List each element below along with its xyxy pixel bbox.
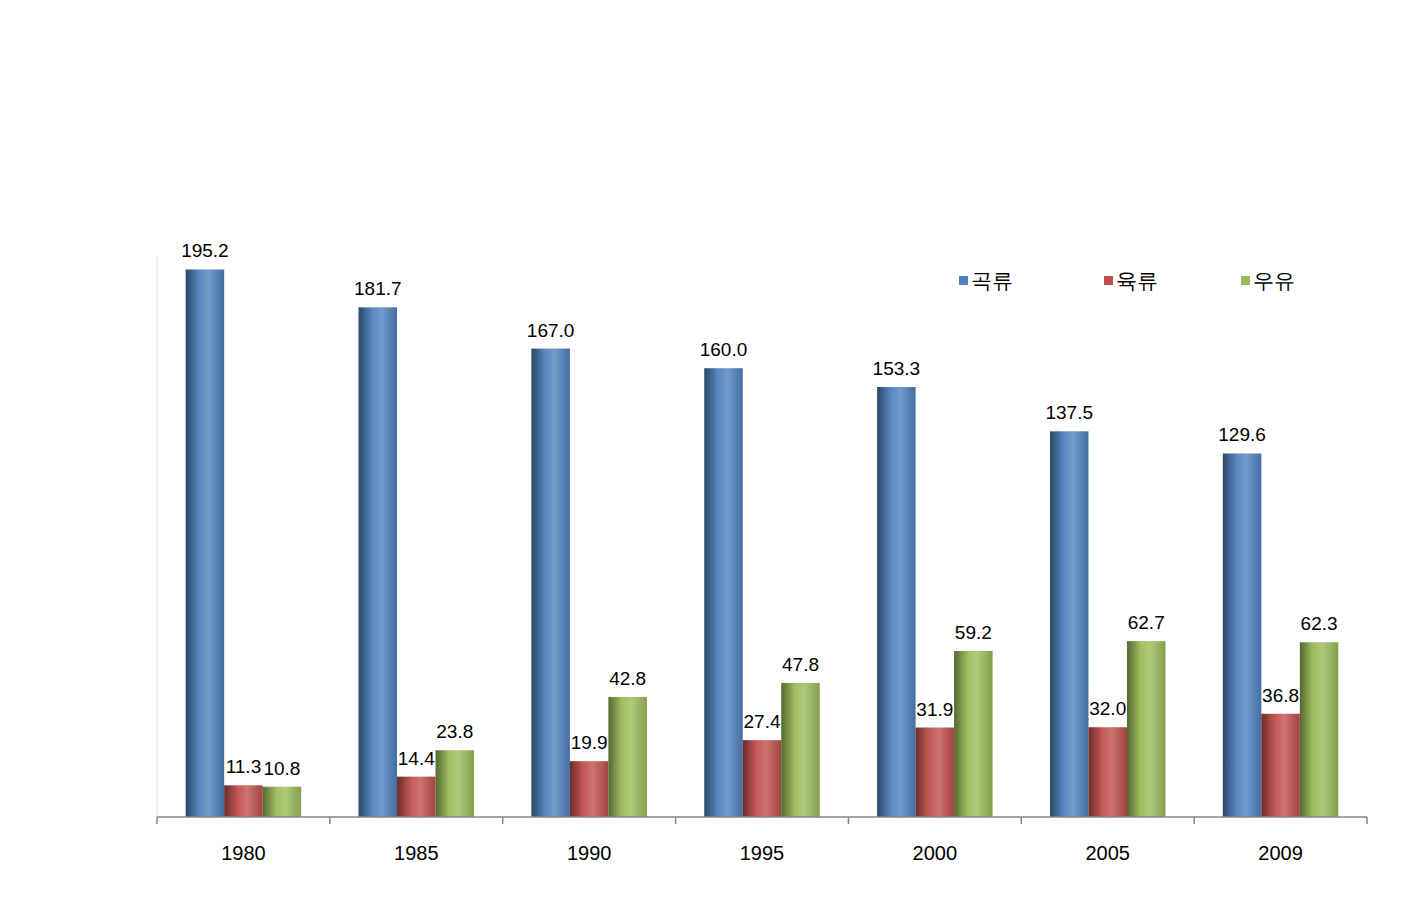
x-tick bbox=[848, 817, 850, 824]
bar bbox=[1223, 453, 1262, 817]
data-labels: 195.2181.7167.0160.0153.3137.5129.611.31… bbox=[181, 240, 1337, 778]
bar bbox=[531, 349, 570, 817]
legend-swatch bbox=[1241, 276, 1250, 285]
data-label: 47.8 bbox=[782, 654, 819, 675]
legend-label: 우유 bbox=[1253, 269, 1295, 292]
bar bbox=[608, 697, 647, 817]
data-label: 19.9 bbox=[571, 732, 608, 753]
bar bbox=[359, 307, 398, 817]
bar bbox=[570, 761, 609, 817]
x-axis-line bbox=[157, 816, 1367, 818]
x-tick bbox=[329, 817, 331, 824]
bar bbox=[1127, 641, 1166, 817]
data-label: 153.3 bbox=[873, 358, 921, 379]
data-label: 36.8 bbox=[1262, 685, 1299, 706]
bar bbox=[1088, 727, 1127, 817]
data-label: 167.0 bbox=[527, 320, 575, 341]
x-tick-label: 1995 bbox=[740, 842, 785, 864]
data-label: 23.8 bbox=[436, 721, 473, 742]
bar bbox=[436, 750, 475, 817]
bar bbox=[877, 387, 916, 817]
data-label: 59.2 bbox=[955, 622, 992, 643]
legend-swatch bbox=[1104, 276, 1113, 285]
legend-label: 곡류 bbox=[971, 269, 1013, 292]
x-tick bbox=[1021, 817, 1023, 824]
chart: 195.2181.7167.0160.0153.3137.5129.611.31… bbox=[0, 0, 1401, 897]
bar bbox=[186, 269, 225, 817]
data-label: 62.7 bbox=[1128, 612, 1165, 633]
bar bbox=[224, 785, 263, 817]
data-label: 129.6 bbox=[1218, 424, 1266, 445]
data-label: 14.4 bbox=[398, 748, 435, 769]
bar bbox=[743, 740, 782, 817]
x-tick-label: 1985 bbox=[394, 842, 439, 864]
y-axis-line bbox=[157, 256, 158, 817]
x-tick-label: 1990 bbox=[567, 842, 612, 864]
bar bbox=[954, 651, 993, 817]
bar bbox=[397, 777, 436, 817]
bar bbox=[916, 728, 955, 817]
data-label: 32.0 bbox=[1089, 698, 1126, 719]
x-tick bbox=[675, 817, 677, 824]
x-tick bbox=[1193, 817, 1195, 824]
data-label: 195.2 bbox=[181, 240, 229, 261]
bar bbox=[704, 368, 743, 817]
legend: 곡류 육류 우유 bbox=[959, 269, 1295, 292]
data-label: 27.4 bbox=[744, 711, 781, 732]
x-tick-label: 1980 bbox=[221, 842, 266, 864]
x-tick-label: 2005 bbox=[1085, 842, 1130, 864]
data-label: 42.8 bbox=[609, 668, 646, 689]
data-label: 160.0 bbox=[700, 339, 748, 360]
x-tick-label: 2009 bbox=[1258, 842, 1303, 864]
x-tick bbox=[1366, 817, 1368, 824]
bar bbox=[1261, 714, 1300, 817]
bar bbox=[263, 787, 302, 817]
data-label: 181.7 bbox=[354, 278, 402, 299]
x-tick-label: 2000 bbox=[913, 842, 958, 864]
x-tick bbox=[156, 817, 158, 824]
data-label: 10.8 bbox=[263, 758, 300, 779]
bar bbox=[1050, 431, 1089, 817]
x-tick bbox=[502, 817, 504, 824]
data-label: 31.9 bbox=[916, 699, 953, 720]
data-label: 62.3 bbox=[1301, 613, 1338, 634]
legend-swatch bbox=[959, 276, 968, 285]
data-label: 137.5 bbox=[1045, 402, 1093, 423]
bar bbox=[1300, 642, 1339, 817]
bars bbox=[186, 269, 1339, 817]
bar bbox=[781, 683, 820, 817]
legend-label: 육류 bbox=[1116, 269, 1158, 292]
data-label: 11.3 bbox=[226, 756, 262, 777]
